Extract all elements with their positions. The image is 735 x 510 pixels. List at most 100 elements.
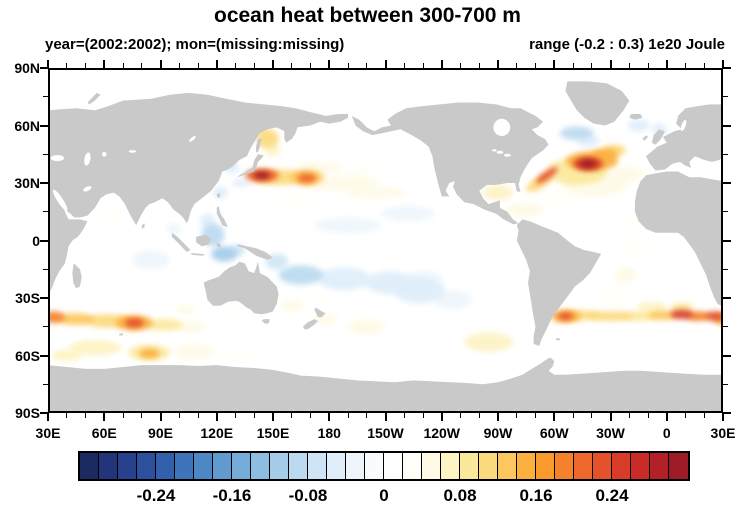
landmass bbox=[261, 319, 270, 324]
axis-tick bbox=[384, 60, 387, 68]
colorbar-tick-label: -0.16 bbox=[212, 486, 252, 505]
anomaly-patch bbox=[269, 196, 315, 208]
anomaly-patch bbox=[278, 265, 324, 285]
landmass bbox=[196, 234, 212, 247]
axis-tick bbox=[591, 63, 593, 68]
anomaly-patch bbox=[623, 238, 654, 254]
colorbar-box bbox=[574, 453, 593, 479]
landmass bbox=[634, 171, 723, 307]
anomaly-patch bbox=[220, 307, 244, 320]
axis-tick bbox=[40, 67, 48, 69]
landmass bbox=[141, 223, 145, 229]
colorbar-box bbox=[80, 453, 99, 479]
landmass bbox=[216, 206, 228, 228]
anomaly-patch bbox=[211, 246, 238, 262]
axis-tick bbox=[703, 413, 705, 418]
axis-tick bbox=[141, 63, 143, 68]
axis-tick bbox=[43, 383, 48, 385]
lon-tick-label: 120E bbox=[200, 425, 234, 441]
plot-frame bbox=[48, 68, 723, 413]
lat-tick-label: 30S bbox=[15, 290, 40, 306]
colorbar-box bbox=[593, 453, 612, 479]
axis-tick bbox=[478, 413, 480, 418]
axis-tick bbox=[460, 63, 461, 68]
axis-tick bbox=[66, 413, 68, 418]
lon-tick-label: 150E bbox=[256, 425, 290, 441]
anomaly-patch bbox=[483, 184, 513, 201]
axis-tick bbox=[43, 153, 48, 155]
axis-tick bbox=[422, 413, 424, 418]
landmass bbox=[646, 104, 723, 171]
axis-tick bbox=[647, 63, 649, 68]
axis-tick bbox=[43, 96, 48, 98]
anomaly-patch bbox=[381, 206, 435, 222]
colorbar-box bbox=[517, 453, 536, 479]
landmass bbox=[48, 357, 723, 413]
lat-tick-label: 90S bbox=[15, 405, 40, 421]
colorbar-box bbox=[118, 453, 137, 479]
colorbar-tick-label: 0.24 bbox=[595, 486, 629, 505]
anomaly-patch bbox=[558, 312, 573, 320]
colorbar-box bbox=[650, 453, 669, 479]
axis-tick bbox=[723, 124, 731, 127]
axis-tick bbox=[40, 182, 48, 184]
axis-tick bbox=[403, 63, 405, 68]
anomaly-patch bbox=[535, 167, 558, 184]
colorbar-box bbox=[270, 453, 289, 479]
axis-tick bbox=[460, 413, 461, 418]
anomaly-patch bbox=[312, 313, 339, 325]
axis-tick bbox=[723, 67, 731, 69]
landmass bbox=[216, 192, 221, 199]
landmass bbox=[235, 154, 264, 180]
anomaly-patch bbox=[48, 311, 65, 323]
anomaly-patch bbox=[670, 302, 694, 313]
colorbar-box bbox=[460, 453, 479, 479]
axis-tick bbox=[47, 413, 49, 421]
lake bbox=[680, 120, 687, 131]
landmass bbox=[516, 219, 602, 346]
lon-tick-label: 30E bbox=[710, 425, 735, 441]
axis-tick bbox=[366, 413, 368, 418]
axis-tick bbox=[478, 63, 480, 68]
anomaly-patch bbox=[588, 311, 633, 321]
axis-tick bbox=[647, 413, 649, 418]
axis-tick bbox=[572, 413, 574, 418]
anomaly-patch bbox=[464, 332, 513, 352]
lon-tick-label: 0 bbox=[662, 425, 671, 441]
anomaly-patch bbox=[544, 188, 583, 208]
figure-title: ocean heat between 300-700 m bbox=[214, 4, 521, 27]
axis-tick bbox=[253, 413, 255, 418]
lake bbox=[492, 149, 497, 152]
colorbar-box bbox=[99, 453, 118, 479]
anomaly-patch bbox=[256, 129, 279, 149]
axis-tick bbox=[328, 60, 331, 68]
landmass bbox=[303, 319, 318, 330]
subtitle-left: year=(2002:2002); mon=(missing:missing) bbox=[45, 36, 345, 53]
axis-tick bbox=[272, 60, 274, 68]
landmass bbox=[72, 263, 82, 289]
colorbar-box bbox=[308, 453, 327, 479]
colorbar bbox=[78, 451, 690, 481]
axis-tick bbox=[723, 153, 728, 155]
lat-tick-label: 60N bbox=[14, 117, 40, 134]
axis-tick bbox=[215, 413, 218, 421]
axis-tick bbox=[553, 60, 556, 68]
lon-tick-label: 30W bbox=[596, 425, 625, 441]
axis-tick bbox=[723, 297, 731, 299]
axis-tick bbox=[665, 60, 668, 68]
anomaly-patch bbox=[340, 165, 379, 178]
anomaly-patch bbox=[253, 171, 271, 180]
anomaly-patch bbox=[139, 348, 160, 359]
landmass bbox=[314, 307, 326, 318]
colorbar-box bbox=[669, 453, 688, 479]
axis-tick bbox=[159, 413, 162, 421]
axis-tick bbox=[723, 96, 728, 98]
axis-tick bbox=[384, 413, 387, 421]
axis-tick bbox=[723, 211, 728, 213]
axis-tick bbox=[122, 413, 124, 418]
axis-tick bbox=[403, 413, 405, 418]
colorbar-box bbox=[213, 453, 232, 479]
axis-tick bbox=[723, 326, 728, 328]
subtitle-right: range (-0.2 : 0.3) 1e20 Joule bbox=[529, 36, 725, 53]
